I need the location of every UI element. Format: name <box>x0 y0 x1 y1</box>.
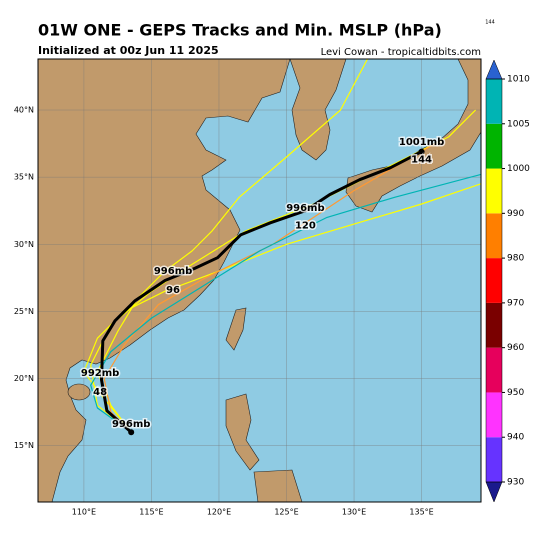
colorbar-label: 1010 <box>507 75 530 85</box>
mean-track <box>100 150 423 434</box>
chart-subtitle: Initialized at 00z Jun 11 2025 <box>38 44 219 57</box>
colorbar-label: 950 <box>507 388 524 398</box>
colorbar-segment <box>486 213 502 259</box>
y-tick-label: 20°N <box>14 374 34 383</box>
member-track <box>90 173 481 433</box>
x-tick-label: 110°E <box>72 508 96 517</box>
colorbar-label: 1000 <box>507 164 530 174</box>
member-track <box>96 59 369 433</box>
land-luzon <box>225 393 260 471</box>
y-tick-label: 15°N <box>14 441 34 450</box>
x-tick-label: 130°E <box>342 508 366 517</box>
colorbar-segment <box>486 437 502 482</box>
x-tick-label: 120°E <box>207 508 231 517</box>
y-tick-label: 35°N <box>14 173 34 182</box>
mean-track-start <box>128 429 135 436</box>
colorbar-segment <box>486 79 502 124</box>
mean-track-end <box>418 148 425 155</box>
track-annotation: 120 <box>295 220 316 231</box>
colorbar-segment <box>486 168 502 214</box>
x-tick-label: 125°E <box>274 508 298 517</box>
y-tick-label: 25°N <box>14 307 34 316</box>
member-track <box>103 143 436 433</box>
colorbar-label: 940 <box>507 433 524 443</box>
colorbar-segment <box>486 302 502 348</box>
colorbar-segment <box>486 123 502 169</box>
x-tick-label: 135°E <box>409 508 433 517</box>
track-annotation: 48 <box>93 387 107 398</box>
credit: Levi Cowan - tropicaltidbits.com <box>321 47 481 58</box>
land-korea <box>289 59 347 161</box>
track-annotation: 992mb <box>81 368 119 379</box>
track-annotation: 1001mb <box>399 137 444 148</box>
colorbar-over <box>485 59 503 80</box>
colorbar-segment <box>486 258 502 303</box>
track-annotation: 996mb <box>112 419 150 430</box>
colorbar-label: 960 <box>507 343 524 353</box>
track-annotation: 996mb <box>286 203 324 214</box>
colorbar-label: 990 <box>507 209 524 219</box>
land-philippines-south <box>253 469 303 502</box>
track-annotation: 144 <box>411 155 432 166</box>
x-tick-label: 115°E <box>139 508 163 517</box>
colorbar-segment <box>486 392 502 438</box>
track-annotation: 996mb <box>154 266 192 277</box>
colorbar-label: 970 <box>507 298 524 308</box>
track-annotation: 96 <box>166 285 180 296</box>
member-track <box>83 183 481 433</box>
land-japan <box>345 59 481 213</box>
map-frame <box>37 58 482 503</box>
colorbar-segment <box>486 347 502 393</box>
colorbar-under <box>485 481 503 503</box>
colorbar-label: 1005 <box>507 119 530 129</box>
land-taiwan <box>225 307 247 351</box>
chart-title: 01W ONE - GEPS Tracks and Min. MSLP (hPa… <box>38 21 442 40</box>
y-tick-label: 30°N <box>14 240 34 249</box>
colorbar-frame <box>485 78 503 483</box>
colorbar-label: 980 <box>507 254 524 264</box>
map <box>38 59 481 502</box>
plot-layer <box>38 59 481 502</box>
land-hainan <box>67 383 91 401</box>
colorbar-label: 930 <box>507 478 524 488</box>
y-tick-label: 40°N <box>14 106 34 115</box>
corner-note: 144 <box>485 20 495 26</box>
